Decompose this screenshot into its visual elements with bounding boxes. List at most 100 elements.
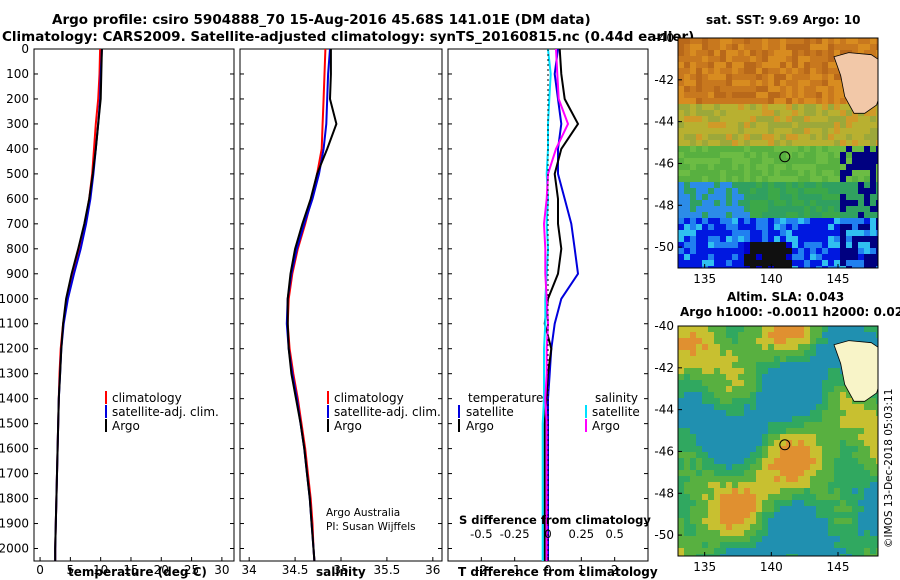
- map-cell: [768, 116, 774, 122]
- map-cell: [840, 410, 846, 416]
- map-cell: [864, 194, 870, 200]
- map-cell: [846, 410, 852, 416]
- map-cell: [798, 368, 804, 374]
- map-cell: [678, 380, 684, 386]
- map-cell: [804, 482, 810, 488]
- map-cell: [738, 92, 744, 98]
- map-cell: [696, 134, 702, 140]
- map-cell: [774, 386, 780, 392]
- map-cell: [714, 74, 720, 80]
- map-cell: [834, 380, 840, 386]
- map-cell: [708, 74, 714, 80]
- map-cell: [678, 464, 684, 470]
- map-cell: [690, 422, 696, 428]
- map-cell: [678, 428, 684, 434]
- map-cell: [696, 200, 702, 206]
- map-cell: [786, 362, 792, 368]
- map-cell: [768, 86, 774, 92]
- map-cell: [702, 536, 708, 542]
- map-cell: [792, 530, 798, 536]
- map-cell: [762, 476, 768, 482]
- map-cell: [876, 332, 878, 338]
- map-cell: [822, 500, 828, 506]
- map-cell: [756, 392, 762, 398]
- depth-tick-label: 1100: [0, 317, 29, 331]
- map-cell: [708, 200, 714, 206]
- map-cell: [714, 230, 720, 236]
- map-cell: [702, 146, 708, 152]
- map-cell: [828, 140, 834, 146]
- map-cell: [798, 362, 804, 368]
- map-cell: [840, 254, 846, 260]
- map-cell: [846, 248, 852, 254]
- map-cell: [702, 200, 708, 206]
- map-cell: [744, 422, 750, 428]
- map-cell: [756, 548, 762, 554]
- map-cell: [732, 476, 738, 482]
- map-cell: [720, 488, 726, 494]
- map-cell: [696, 158, 702, 164]
- map-cell: [732, 470, 738, 476]
- map-cell: [696, 254, 702, 260]
- map-cell: [738, 410, 744, 416]
- map-cell: [684, 44, 690, 50]
- map-cell: [684, 410, 690, 416]
- map-cell: [720, 518, 726, 524]
- map-cell: [864, 122, 870, 128]
- map-cell: [774, 110, 780, 116]
- map-cell: [816, 404, 822, 410]
- map-cell: [702, 224, 708, 230]
- map-cell: [840, 488, 846, 494]
- map-cell: [720, 470, 726, 476]
- map-cell: [810, 326, 816, 332]
- map-cell: [840, 146, 846, 152]
- map-cell: [714, 488, 720, 494]
- map-cell: [690, 92, 696, 98]
- map-cell: [684, 236, 690, 242]
- map-cell: [774, 254, 780, 260]
- map-cell: [738, 182, 744, 188]
- map-cell: [840, 482, 846, 488]
- map-cell: [870, 116, 876, 122]
- map-cell: [714, 50, 720, 56]
- s-tick-label: 0: [544, 527, 551, 541]
- map-cell: [732, 524, 738, 530]
- s-tick-label: 0.25: [569, 527, 595, 541]
- map-cell: [696, 98, 702, 104]
- map-cell: [714, 452, 720, 458]
- map-cell: [720, 200, 726, 206]
- map-cell: [726, 548, 732, 554]
- map-cell: [870, 452, 876, 458]
- map-cell: [714, 62, 720, 68]
- map-cell: [768, 110, 774, 116]
- map-cell: [720, 242, 726, 248]
- argo-location-marker: [779, 439, 791, 451]
- map-cell: [744, 218, 750, 224]
- map-cell: [870, 494, 876, 500]
- map-cell: [738, 194, 744, 200]
- map-cell: [822, 236, 828, 242]
- map-cell: [750, 218, 756, 224]
- map-cell: [696, 542, 702, 548]
- map-cell: [702, 404, 708, 410]
- x-tick-label: 20: [154, 563, 169, 577]
- map-cell: [804, 386, 810, 392]
- map-cell: [720, 158, 726, 164]
- map-cell: [774, 50, 780, 56]
- map-cell: [834, 68, 840, 74]
- map-cell: [708, 140, 714, 146]
- map-cell: [834, 230, 840, 236]
- map-cell: [858, 482, 864, 488]
- map-cell: [684, 218, 690, 224]
- map-cell: [678, 38, 684, 44]
- map-cell: [678, 104, 684, 110]
- map-cell: [750, 422, 756, 428]
- map-cell: [834, 266, 840, 268]
- map-cell: [768, 134, 774, 140]
- map-cell: [846, 170, 852, 176]
- map-cell: [690, 254, 696, 260]
- map-cell: [780, 200, 786, 206]
- map-cell: [678, 92, 684, 98]
- map-cell: [684, 392, 690, 398]
- map-cell: [798, 482, 804, 488]
